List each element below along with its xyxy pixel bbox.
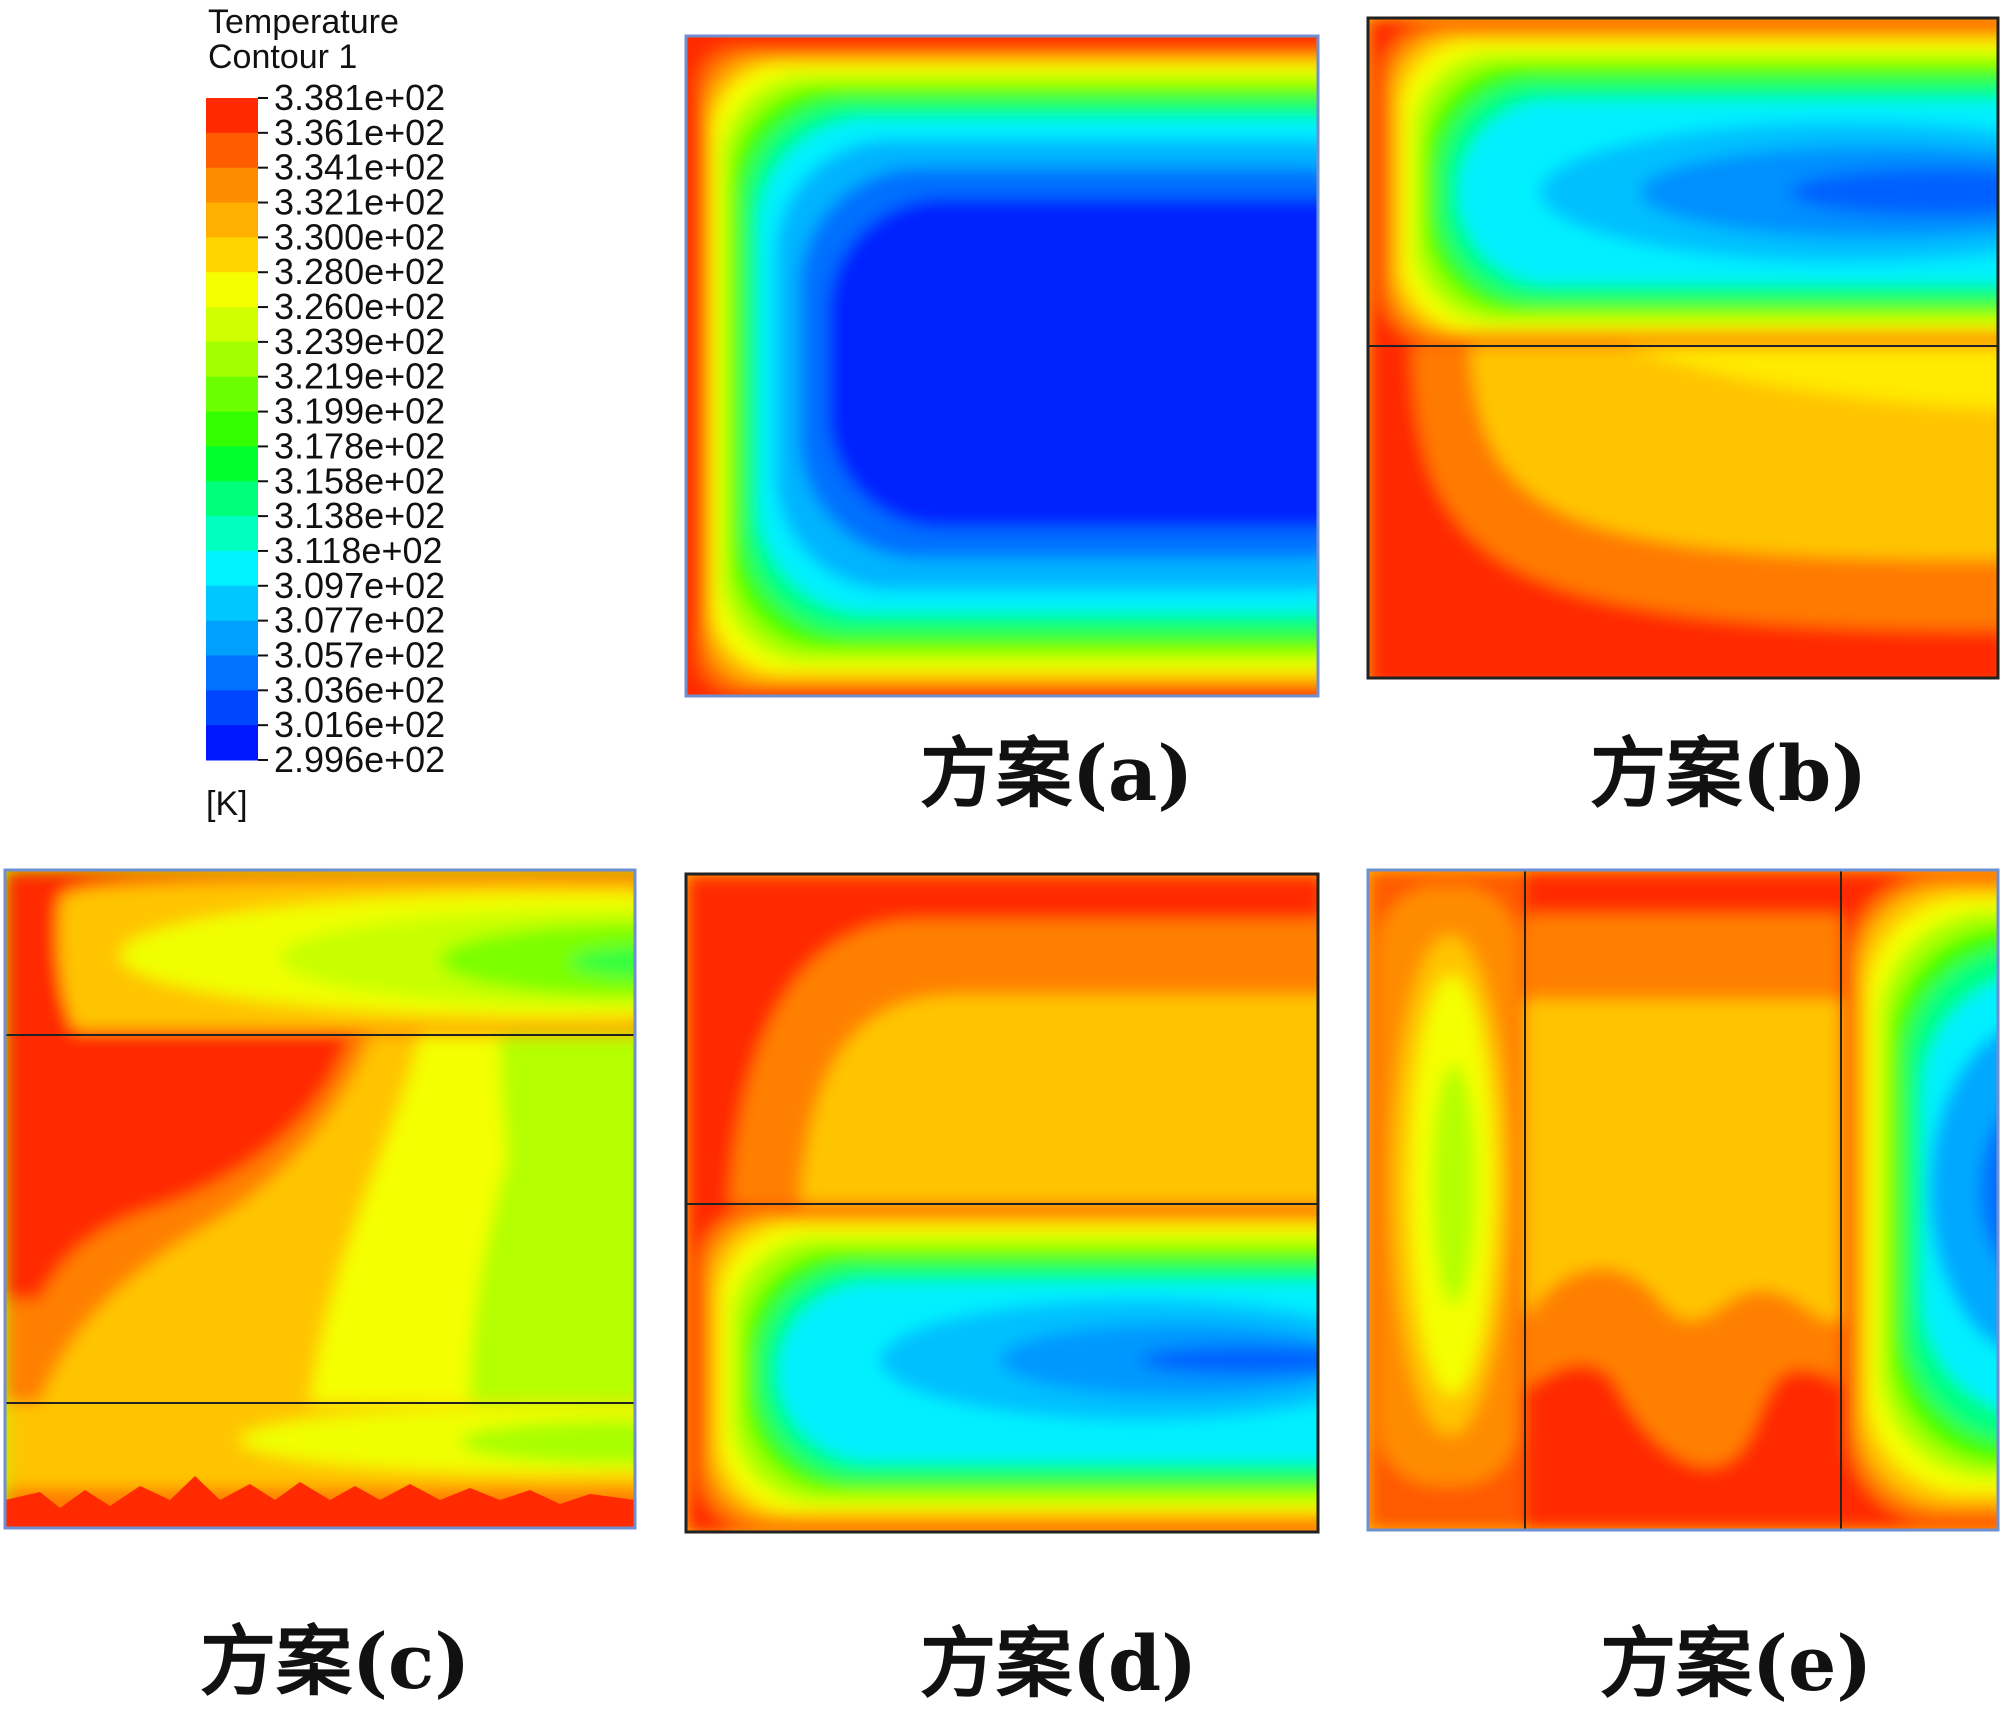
- legend-tick-label: 3.361e+02: [274, 112, 445, 153]
- panel-c-frame: [3, 868, 637, 1530]
- legend-color-band: [206, 132, 258, 169]
- legend-tick-label: 3.321e+02: [274, 182, 445, 223]
- legend-tick-label: 3.219e+02: [274, 356, 445, 397]
- legend-tick-label: 3.057e+02: [274, 634, 445, 675]
- legend-tick-label: 3.118e+02: [274, 530, 443, 571]
- contour-panel-d: [686, 874, 1318, 1532]
- legend-tick-label: 3.077e+02: [274, 600, 445, 641]
- legend-color-band: [206, 620, 258, 656]
- legend-color-band: [206, 411, 258, 447]
- legend-color-band: [206, 341, 258, 378]
- caption-e: 方案(e): [1600, 1619, 1872, 1708]
- legend-tick-label: 3.178e+02: [274, 425, 445, 466]
- legend-color-band: [206, 272, 258, 308]
- legend-color-band: [206, 550, 258, 587]
- panel-d-frame: [684, 872, 1320, 1534]
- legend-tick-label: 3.300e+02: [274, 216, 445, 257]
- legend-color-band: [206, 725, 258, 761]
- color-legend: Temperature Contour 1 3.381e+023.361e+02…: [206, 3, 445, 823]
- contour-panel-e: [1368, 870, 1998, 1530]
- legend-tick-label: 3.036e+02: [274, 669, 445, 710]
- legend-tick-label: 3.016e+02: [274, 704, 445, 745]
- legend-color-band: [206, 655, 258, 691]
- legend-title-line2: Contour 1: [208, 38, 357, 76]
- legend-color-band: [206, 307, 258, 343]
- contour-panel-c: [5, 870, 635, 1528]
- panel-b-frame: [1366, 16, 2000, 680]
- legend-color-band: [206, 481, 258, 517]
- legend-title-line1: Temperature: [208, 3, 399, 41]
- panel-a-frame: [684, 34, 1320, 698]
- legend-tick-label: 2.996e+02: [274, 739, 445, 780]
- contour-panel-b: [1368, 18, 1998, 678]
- legend-color-band: [206, 202, 258, 238]
- legend-tick-label: 3.381e+02: [274, 77, 445, 118]
- legend-tick-label: 3.239e+02: [274, 321, 445, 362]
- legend-color-band: [206, 167, 258, 204]
- legend-tick-label: 3.199e+02: [274, 391, 445, 432]
- caption-b: 方案(b): [1590, 729, 1867, 818]
- legend-tick-label: 3.280e+02: [274, 251, 445, 292]
- legend-color-band: [206, 446, 258, 482]
- legend-tick-labels: 3.381e+023.361e+023.341e+023.321e+023.30…: [258, 77, 445, 780]
- legend-color-band: [206, 516, 258, 552]
- legend-tick-label: 3.341e+02: [274, 147, 445, 188]
- legend-color-band: [206, 585, 258, 622]
- legend-unit: [K]: [206, 785, 248, 823]
- legend-color-band: [206, 237, 258, 273]
- legend-color-band: [206, 690, 258, 726]
- legend-tick-label: 3.158e+02: [274, 460, 445, 501]
- legend-tick-label: 3.097e+02: [274, 565, 445, 606]
- caption-a: 方案(a): [920, 729, 1193, 818]
- caption-d: 方案(d): [920, 1619, 1197, 1708]
- legend-color-bar: [206, 98, 258, 761]
- legend-color-band: [206, 98, 258, 134]
- contour-panel-a: [686, 36, 1318, 696]
- legend-tick-label: 3.138e+02: [274, 495, 445, 536]
- panel-e-frame: [1366, 868, 2000, 1532]
- legend-tick-label: 3.260e+02: [274, 286, 445, 327]
- caption-c: 方案(c): [200, 1617, 470, 1706]
- legend-color-band: [206, 376, 258, 413]
